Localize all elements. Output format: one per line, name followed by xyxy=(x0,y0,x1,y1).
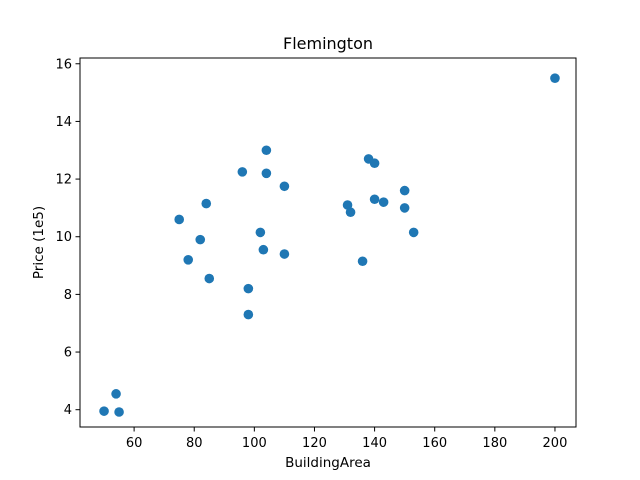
x-tick-label: 60 xyxy=(126,436,143,451)
data-point xyxy=(114,407,124,417)
data-point xyxy=(279,181,290,192)
data-point xyxy=(237,167,248,177)
data-point xyxy=(243,283,254,294)
data-point xyxy=(243,309,254,320)
x-tick-label: 200 xyxy=(543,436,568,451)
x-tick-label: 140 xyxy=(362,436,387,451)
y-axis-ticks: 4 6 8 10 12 14 16 xyxy=(55,57,80,418)
x-tick-label: 100 xyxy=(242,436,267,451)
data-point xyxy=(183,254,194,265)
y-tick-label: 12 xyxy=(55,173,72,188)
y-tick-label: 16 xyxy=(55,57,72,72)
data-point xyxy=(258,244,269,255)
data-point xyxy=(111,389,121,399)
y-tick-label: 10 xyxy=(55,230,72,245)
x-tick-label: 180 xyxy=(482,436,507,451)
y-axis-label: Price (1e5) xyxy=(31,206,47,279)
x-tick-label: 120 xyxy=(302,436,327,451)
data-point xyxy=(342,200,353,210)
x-axis-label: BuildingArea xyxy=(285,455,371,471)
data-point xyxy=(195,234,206,245)
data-point xyxy=(255,227,266,238)
data-point xyxy=(357,256,368,267)
plot-frame xyxy=(79,57,577,428)
data-point xyxy=(408,227,419,238)
chart-title: Flemington xyxy=(283,34,373,53)
data-point xyxy=(261,145,272,156)
data-point xyxy=(345,207,356,218)
data-point xyxy=(174,214,184,225)
data-points xyxy=(99,73,560,417)
x-tick-label: 80 xyxy=(186,436,203,451)
y-tick-label: 4 xyxy=(64,403,72,418)
y-tick-label: 6 xyxy=(64,346,72,361)
data-point xyxy=(550,73,560,83)
data-point xyxy=(99,406,109,416)
data-point xyxy=(369,194,380,205)
x-tick-label: 160 xyxy=(422,436,447,451)
data-point xyxy=(261,168,272,179)
data-point xyxy=(378,197,389,207)
y-tick-label: 14 xyxy=(55,115,72,130)
data-point xyxy=(201,198,212,209)
data-point xyxy=(399,185,410,196)
data-point xyxy=(279,249,290,259)
y-tick-label: 8 xyxy=(64,288,72,303)
data-point xyxy=(399,203,410,213)
data-point xyxy=(204,273,215,284)
x-axis-ticks: 60 80 100 120 140 160 180 200 xyxy=(126,427,568,451)
data-point xyxy=(369,158,380,169)
